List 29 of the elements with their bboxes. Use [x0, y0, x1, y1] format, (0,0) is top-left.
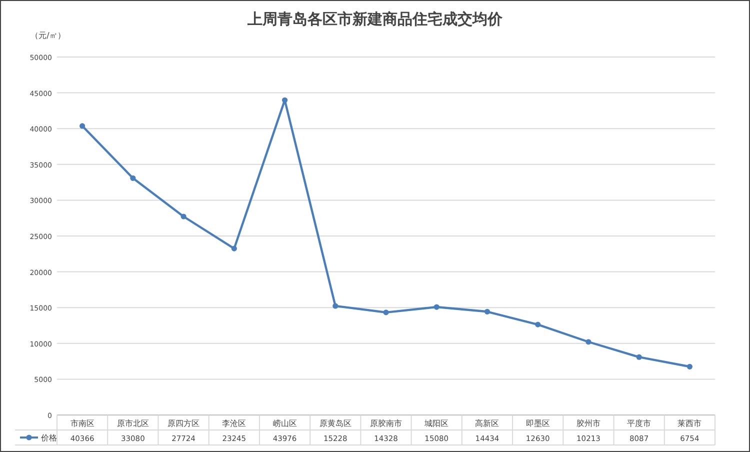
x-tick-label: 即墨区 — [526, 419, 550, 428]
x-tick-label: 莱西市 — [678, 419, 702, 428]
point — [231, 246, 237, 252]
x-tick-label: 原黄岛区 — [319, 419, 352, 428]
point — [535, 322, 541, 328]
x-tick-label: 市南区 — [70, 419, 94, 428]
point — [282, 97, 288, 103]
point — [586, 339, 592, 345]
x-tick-label: 崂山区 — [272, 419, 297, 428]
legend-label: 价格 — [40, 434, 57, 442]
point — [180, 214, 186, 220]
y-axis-title: （元/㎡） — [30, 31, 66, 40]
x-tick-label: 平度市 — [627, 419, 652, 428]
point — [686, 364, 692, 370]
x-tick-label: 原四方区 — [168, 419, 200, 428]
point — [130, 175, 136, 181]
point — [484, 308, 490, 314]
x-tick-label: 李沧区 — [222, 419, 246, 428]
x-tick-label: 胶州市 — [576, 419, 600, 428]
point — [636, 354, 642, 360]
point — [332, 303, 338, 309]
point — [80, 123, 86, 129]
x-tick-label: 原市北区 — [116, 419, 149, 428]
x-tick-label: 城阳区 — [424, 419, 449, 428]
point — [383, 310, 389, 316]
point — [434, 304, 440, 310]
x-tick-label: 高新区 — [475, 419, 500, 428]
x-tick-label: 原胶南市 — [370, 419, 402, 428]
chart-title: 上周青岛各区市新建商品住宅成交均价 — [246, 10, 504, 28]
